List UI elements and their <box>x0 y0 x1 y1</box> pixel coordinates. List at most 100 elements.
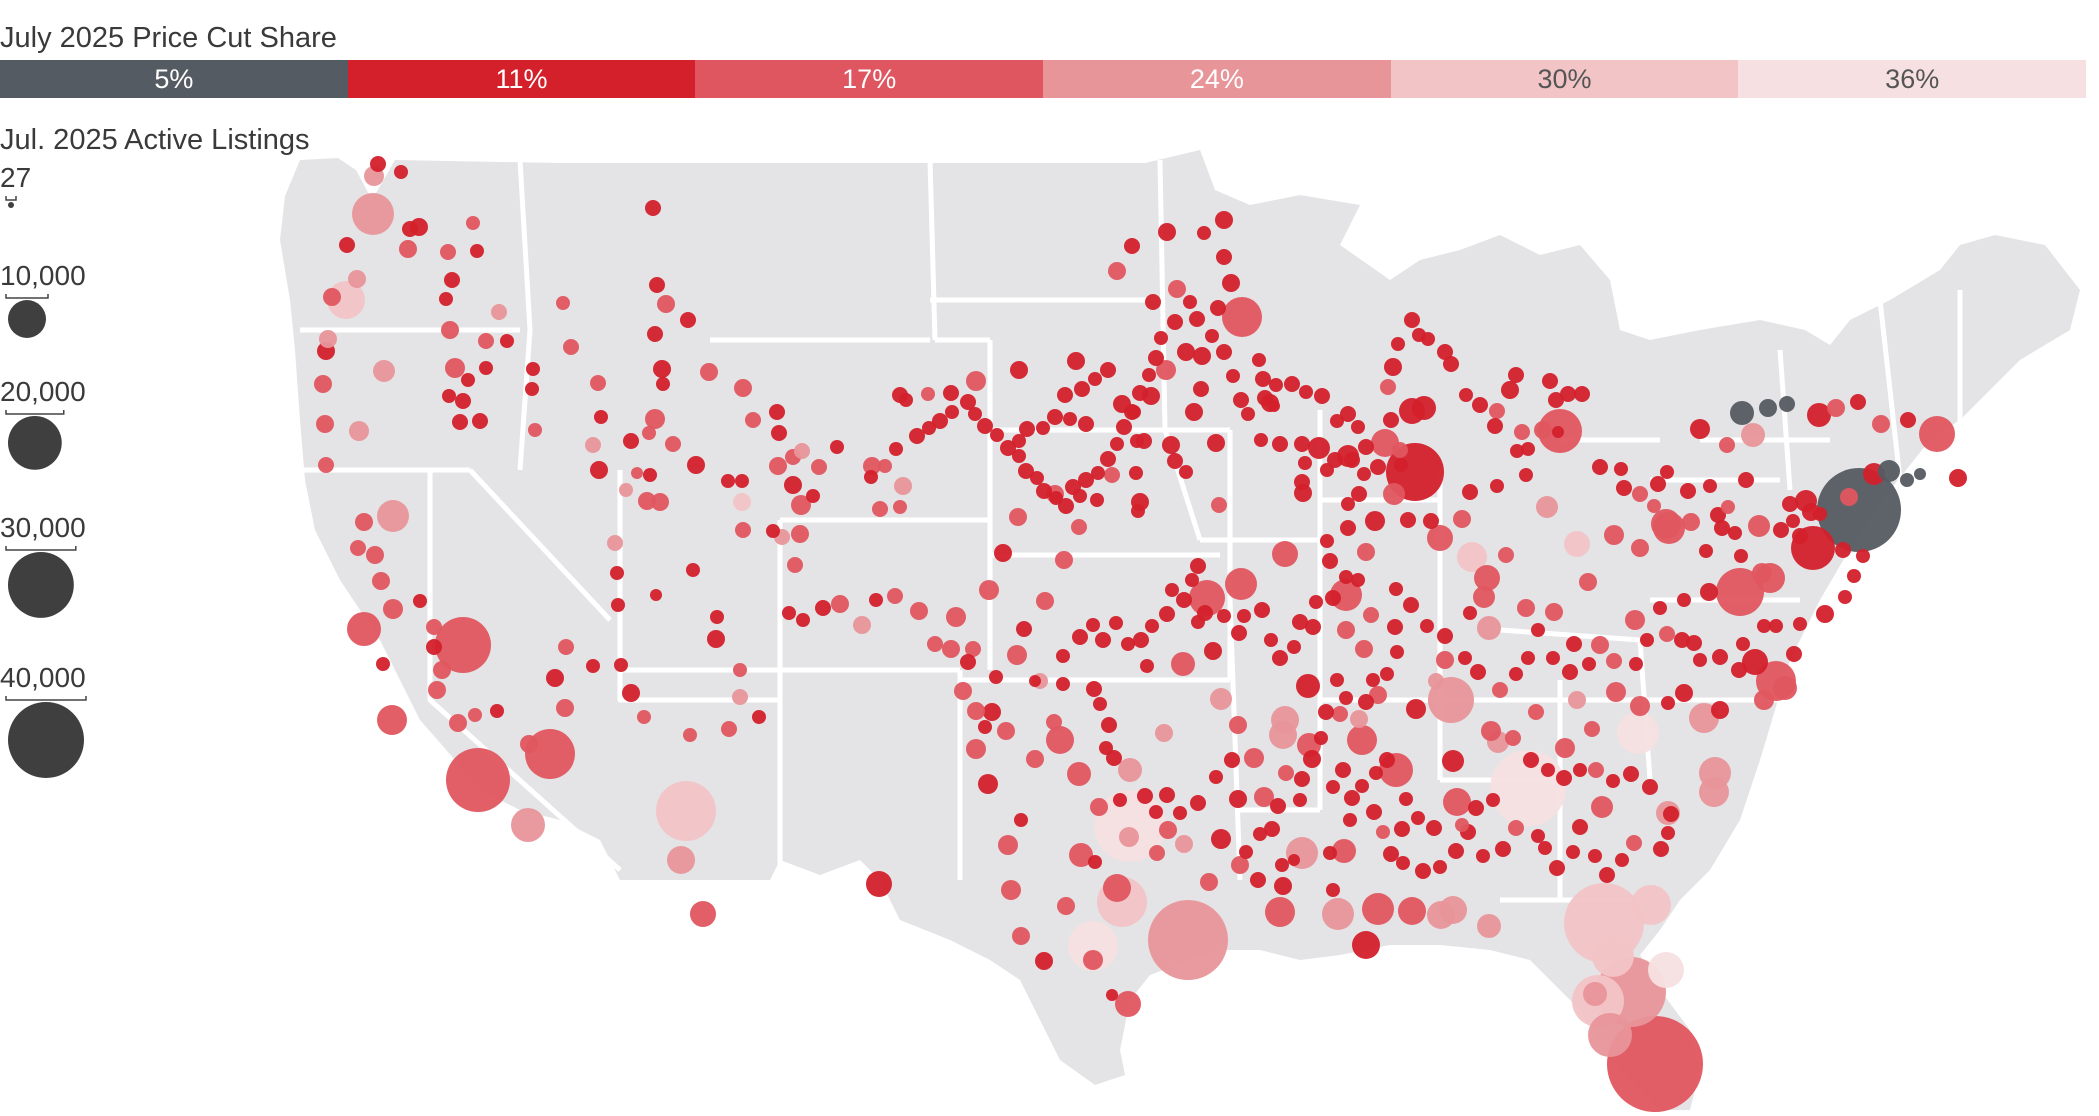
metro-bubble <box>1501 381 1519 399</box>
legend-bin-2: 17% <box>695 60 1044 98</box>
metro-bubble <box>1625 610 1645 630</box>
metro-bubble <box>1189 580 1225 616</box>
metro-bubble <box>1204 642 1222 660</box>
metro-bubble <box>1335 762 1351 778</box>
metro-bubble <box>1719 437 1735 453</box>
metro-bubble <box>1682 513 1700 531</box>
metro-bubble <box>1748 515 1770 537</box>
metro-bubble <box>1116 419 1132 435</box>
metro-bubble <box>1383 846 1399 862</box>
metro-bubble <box>1786 646 1802 662</box>
metro-bubble <box>1210 688 1232 710</box>
metro-bubble <box>1332 839 1356 863</box>
size-legend-circle <box>5 294 49 338</box>
metro-bubble <box>1712 649 1728 665</box>
metro-bubble <box>1640 633 1654 647</box>
metro-bubble <box>452 414 468 430</box>
metro-bubble <box>1149 845 1165 861</box>
size-legend-title: Jul. 2025 Active Listings <box>0 124 310 156</box>
metro-bubble <box>1110 437 1124 451</box>
metro-bubble <box>872 501 888 517</box>
metro-bubble <box>1572 819 1588 835</box>
metro-bubble <box>1320 463 1334 477</box>
metro-bubble <box>791 525 809 543</box>
size-legend-label: 30,000 <box>0 512 86 543</box>
metro-bubble <box>863 457 881 475</box>
metro-bubble <box>1049 491 1063 505</box>
metro-bubble <box>1193 347 1211 365</box>
metro-bubble <box>1538 841 1552 855</box>
metro-bubble <box>1433 860 1447 874</box>
metro-bubble <box>1299 385 1313 399</box>
metro-bubble <box>1327 452 1343 468</box>
metro-bubble <box>734 379 752 397</box>
metro-bubble <box>585 437 601 453</box>
metro-bubble <box>1582 657 1596 671</box>
metro-bubble <box>1145 294 1161 310</box>
metro-bubble <box>1548 392 1564 408</box>
metro-bubble <box>960 394 976 410</box>
metro-bubble <box>733 493 751 511</box>
metro-bubble <box>1148 900 1228 980</box>
metro-bubble <box>1396 856 1410 870</box>
metro-bubble <box>1617 712 1659 754</box>
metro-bubble <box>1489 403 1505 419</box>
metro-bubble <box>1177 343 1195 361</box>
metro-bubble <box>440 244 456 260</box>
metro-bubble <box>1838 590 1852 604</box>
metro-bubble <box>1680 483 1696 499</box>
metro-bubble <box>1137 788 1153 804</box>
metro-bubble <box>787 557 803 573</box>
metro-bubble <box>1036 483 1052 499</box>
metro-bubble <box>1047 409 1063 425</box>
metro-bubble <box>316 415 334 433</box>
metro-bubble <box>1216 249 1232 265</box>
metro-bubble <box>631 467 643 479</box>
metro-bubble <box>645 200 661 216</box>
metro-bubble <box>1661 696 1675 710</box>
metro-bubble <box>1275 858 1289 872</box>
metro-bubble <box>610 566 624 580</box>
metro-bubble <box>528 423 542 437</box>
metro-bubble <box>830 440 844 454</box>
metro-bubble <box>1403 597 1419 613</box>
metro-bubble <box>869 593 883 607</box>
metro-bubble <box>1106 989 1118 1001</box>
metro-bubble <box>1365 511 1385 531</box>
metro-bubble <box>1057 897 1075 915</box>
metro-bubble <box>1442 750 1464 772</box>
metro-bubble <box>1546 651 1560 665</box>
metro-bubble <box>1588 762 1604 778</box>
metro-bubble <box>1014 813 1028 827</box>
metro-bubble <box>1555 738 1575 758</box>
metro-bubble <box>546 669 564 687</box>
metro-bubble <box>1900 412 1916 428</box>
metro-bubble <box>1380 667 1394 681</box>
metro-bubble <box>1384 358 1402 376</box>
metro-bubble <box>1215 211 1233 229</box>
metro-bubble <box>1115 991 1141 1017</box>
metro-bubble <box>478 333 494 349</box>
metro-bubble <box>442 389 456 403</box>
metro-bubble <box>1224 752 1240 768</box>
metro-bubble <box>1270 798 1286 814</box>
metro-bubble <box>1949 469 1967 487</box>
metro-bubble <box>1265 897 1295 927</box>
metro-bubble <box>1216 344 1232 360</box>
metro-bubble <box>1531 829 1545 843</box>
metro-bubble <box>1007 645 1027 665</box>
metro-bubble <box>1091 466 1105 480</box>
metro-bubble <box>1591 796 1613 818</box>
metro-bubble <box>1168 280 1186 298</box>
metro-bubble <box>1293 793 1307 807</box>
metro-bubble <box>1481 721 1501 741</box>
metro-bubble <box>1769 619 1783 633</box>
metro-bubble <box>1508 367 1524 383</box>
metro-bubble <box>394 165 408 179</box>
metro-bubble <box>1179 465 1193 479</box>
metro-bubble <box>1614 462 1628 476</box>
metro-bubble <box>1738 472 1754 488</box>
state-border-line <box>300 159 1963 903</box>
metro-bubble <box>1088 855 1102 869</box>
metro-bubble <box>1659 626 1675 642</box>
